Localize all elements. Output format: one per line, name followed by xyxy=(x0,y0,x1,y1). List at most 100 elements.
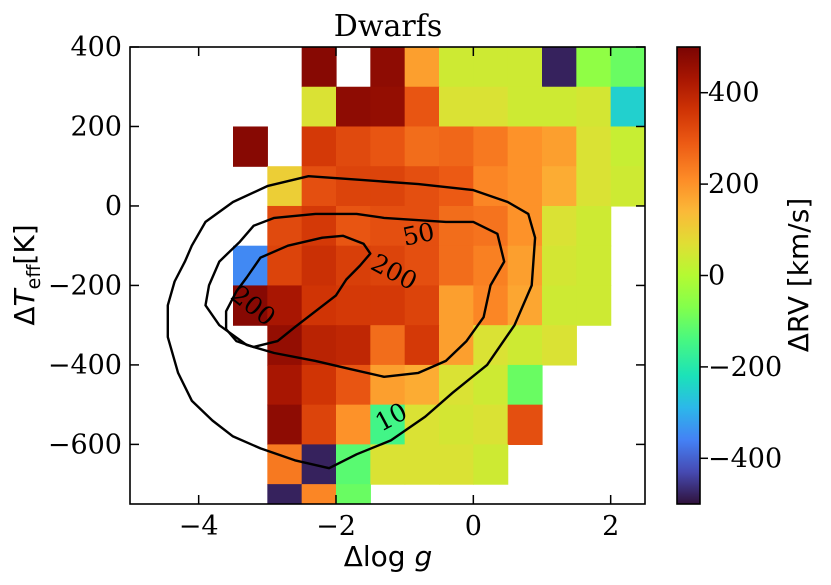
heatmap-cell xyxy=(404,444,440,485)
heatmap-cell xyxy=(370,245,406,287)
heatmap-cell xyxy=(370,126,406,167)
heatmap-cell xyxy=(508,0,543,8)
heatmap-cell xyxy=(473,47,509,48)
x-axis-ticks: −4 −2 0 2 xyxy=(179,47,619,542)
heatmap-cell xyxy=(301,444,337,485)
colorbar-tick-label: 0 xyxy=(708,261,725,292)
heatmap-cell xyxy=(576,126,612,167)
heatmap-cell xyxy=(610,47,645,48)
heatmap-cell xyxy=(439,444,474,485)
heatmap-cell xyxy=(267,205,303,247)
heatmap-cell xyxy=(370,444,406,485)
y-tick-label: 0 xyxy=(105,191,122,222)
heatmap-cell xyxy=(576,47,612,48)
heatmap-cell xyxy=(576,205,612,247)
heatmap-cell xyxy=(370,86,406,128)
heatmap-cell xyxy=(370,285,406,326)
heatmap-cell xyxy=(370,47,406,88)
heatmap-cell xyxy=(507,166,543,207)
heatmap-cell xyxy=(507,245,543,287)
chart-title: Dwarfs xyxy=(334,9,442,44)
heatmap-cell xyxy=(576,86,612,128)
heatmap-cell xyxy=(336,86,371,128)
x-tick-label: 0 xyxy=(465,511,482,542)
heatmap-cell xyxy=(336,484,371,504)
heatmap-cell xyxy=(336,126,371,167)
heatmap-cell xyxy=(473,205,509,247)
y-tick-label: 400 xyxy=(70,32,122,63)
heatmap-cell xyxy=(233,245,268,287)
heatmap-cell xyxy=(542,86,577,128)
heatmap-cell xyxy=(542,285,577,326)
heatmap-cell xyxy=(439,0,474,8)
heatmap-cell xyxy=(542,0,577,8)
heatmap-cell xyxy=(404,86,440,128)
heatmap-cell xyxy=(336,245,371,287)
heatmap-cell xyxy=(576,0,611,8)
heatmap-cell xyxy=(576,285,612,326)
colorbar-label: ΔRV [km/s] xyxy=(782,198,815,353)
heatmap-cell xyxy=(542,325,577,366)
heatmap-cell xyxy=(542,47,577,88)
heatmap-cell xyxy=(301,404,337,445)
heatmap-cell xyxy=(267,484,303,504)
y-tick-label: −600 xyxy=(48,429,122,460)
heatmap-cell xyxy=(473,47,509,88)
heatmap-cell xyxy=(301,86,337,128)
heatmap-cell xyxy=(404,245,440,287)
heatmap-cell xyxy=(404,404,440,445)
y-tick-label: −200 xyxy=(48,270,122,301)
heatmap-cell xyxy=(542,245,577,287)
heatmap-cell xyxy=(404,126,440,167)
heatmap-cell xyxy=(507,325,543,366)
heatmap-cell xyxy=(439,245,474,287)
heatmap-cell xyxy=(473,404,509,445)
heatmap-cell xyxy=(404,205,440,247)
heatmap-cell xyxy=(301,364,337,406)
heatmap-cell xyxy=(439,126,474,167)
heatmap-cell xyxy=(301,285,337,326)
heatmap-cell xyxy=(404,47,440,88)
heatmap-cell xyxy=(439,86,474,128)
heatmap-cell xyxy=(267,325,303,366)
heatmap-cell xyxy=(370,404,406,445)
heatmap-cell xyxy=(439,285,474,326)
heatmap-cell xyxy=(542,205,577,247)
heatmap-cell xyxy=(267,444,303,485)
heatmap-cell xyxy=(301,126,337,167)
heatmap-cell xyxy=(336,325,371,366)
heatmap-cell xyxy=(507,364,543,406)
heatmap-cell xyxy=(301,166,337,207)
y-tick-label: 200 xyxy=(70,111,122,142)
colorbar xyxy=(676,46,701,505)
heatmap-cell xyxy=(301,47,337,88)
contour-label: 50 xyxy=(400,217,437,252)
x-tick-label: 2 xyxy=(602,511,619,542)
heatmap-cells xyxy=(233,0,680,504)
heatmap-cell xyxy=(645,7,680,47)
heatmap-cell xyxy=(473,126,509,167)
heatmap-cell xyxy=(473,86,509,128)
plot-frame xyxy=(129,46,646,505)
heatmap-cell xyxy=(301,484,337,504)
heatmap-cell xyxy=(439,205,474,247)
heatmap-cell xyxy=(576,47,612,88)
y-axis-ticks: 400 200 0 −200 −400 −600 xyxy=(48,32,645,460)
y-axis-label: ΔTeff[K] xyxy=(8,224,45,325)
heatmap-cell xyxy=(645,0,680,8)
heatmap-cell xyxy=(473,285,509,326)
y-tick-label: −400 xyxy=(48,350,122,381)
heatmap-cell xyxy=(542,47,577,48)
heatmap-cell xyxy=(336,404,371,445)
colorbar-ticks: 400 200 0 −200 −400 xyxy=(700,78,782,474)
heatmap-cell xyxy=(507,404,543,445)
heatmap-cell xyxy=(370,166,406,207)
heatmap-cell xyxy=(576,166,612,207)
colorbar-tick-label: 400 xyxy=(708,78,760,109)
contour-line-200 xyxy=(224,234,372,349)
heatmap-cell xyxy=(610,166,645,207)
heatmap-cell xyxy=(404,325,440,366)
x-tick-label: −4 xyxy=(179,511,219,542)
heatmap-cell xyxy=(439,404,474,445)
